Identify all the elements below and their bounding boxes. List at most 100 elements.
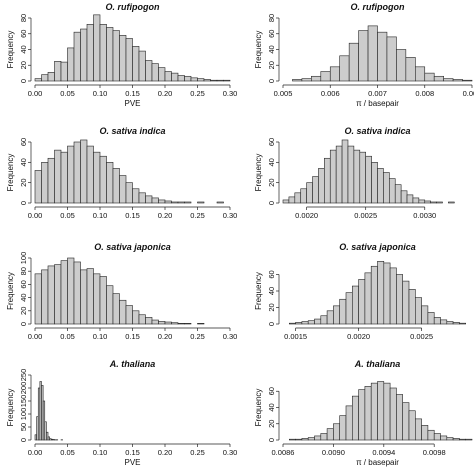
histogram-bar bbox=[406, 57, 415, 81]
histogram-bar bbox=[453, 322, 459, 324]
histogram-bar bbox=[139, 51, 146, 81]
y-tick-label: 40 bbox=[267, 287, 276, 295]
histogram-bar bbox=[453, 79, 462, 81]
x-tick-label: 0.30 bbox=[223, 211, 238, 220]
histogram-bar bbox=[74, 32, 81, 81]
y-tick-label: 40 bbox=[267, 403, 276, 411]
histogram-bar bbox=[152, 198, 159, 203]
histogram-bar bbox=[431, 202, 437, 203]
histogram-bar bbox=[360, 152, 366, 203]
histogram-bar bbox=[165, 322, 172, 324]
histogram-bar bbox=[371, 383, 377, 440]
y-tick-label: 20 bbox=[267, 178, 276, 186]
histogram-bar bbox=[318, 168, 324, 203]
histogram-bar bbox=[359, 31, 368, 81]
x-tick-label: 0.15 bbox=[125, 332, 140, 341]
histogram-bar bbox=[289, 439, 295, 440]
histogram-bar bbox=[120, 300, 127, 324]
histogram-bar bbox=[396, 275, 402, 325]
x-tick-label: 0.10 bbox=[93, 332, 108, 341]
histogram-bar bbox=[428, 430, 434, 440]
x-tick-label: 0.0090 bbox=[322, 448, 345, 457]
histogram-bar bbox=[378, 261, 384, 324]
histogram-bar bbox=[48, 266, 55, 324]
histogram-bar bbox=[352, 396, 358, 440]
histogram-bar bbox=[146, 317, 153, 324]
histogram-bar bbox=[139, 193, 146, 203]
y-axis-label: Frequency bbox=[6, 272, 15, 310]
x-tick-label: 0.0086 bbox=[272, 448, 295, 457]
y-tick-label: 60 bbox=[19, 138, 28, 146]
x-tick-label: 0.0020 bbox=[347, 332, 370, 341]
histogram-bar bbox=[198, 79, 205, 81]
histogram-bar bbox=[48, 158, 55, 203]
histogram-bar bbox=[321, 72, 330, 81]
histogram-bar bbox=[366, 156, 372, 203]
x-tick-label: 0.30 bbox=[223, 89, 238, 98]
histogram-bar bbox=[302, 438, 308, 440]
histogram-bar bbox=[359, 279, 365, 324]
histogram-bar bbox=[348, 146, 354, 203]
histogram-bar bbox=[434, 76, 443, 81]
x-tick-label: 0.00 bbox=[28, 332, 43, 341]
histogram-bar bbox=[378, 168, 384, 203]
histogram-bar bbox=[61, 152, 68, 203]
x-tick-label: 0.25 bbox=[190, 211, 205, 220]
y-tick-label: 60 bbox=[267, 30, 276, 38]
y-axis-label: Frequency bbox=[6, 31, 15, 69]
y-tick-label: 40 bbox=[19, 45, 28, 53]
histogram-bar bbox=[453, 438, 459, 440]
x-tick-label: 0.05 bbox=[60, 211, 75, 220]
histogram-bar bbox=[146, 61, 153, 81]
histogram-bar bbox=[139, 315, 146, 324]
x-tick-label: 0.30 bbox=[223, 448, 238, 457]
histogram-bar bbox=[368, 26, 377, 81]
histogram-bar bbox=[425, 73, 434, 81]
histogram-bar bbox=[292, 79, 301, 81]
histogram-bar bbox=[120, 35, 127, 81]
histogram-bar bbox=[409, 411, 415, 440]
y-tick-label: 0 bbox=[19, 322, 28, 326]
y-tick-label: 20 bbox=[19, 307, 28, 315]
x-tick-label: 0.0025 bbox=[354, 211, 377, 220]
histogram-bar bbox=[100, 156, 107, 203]
histogram-bar bbox=[321, 316, 327, 324]
histogram-bar bbox=[401, 191, 407, 203]
histogram-bar bbox=[333, 306, 339, 324]
histogram-bar bbox=[178, 323, 185, 324]
histogram-bar bbox=[459, 323, 465, 324]
y-tick-label: 80 bbox=[19, 267, 28, 275]
histogram-bar bbox=[447, 438, 453, 440]
histogram-bar bbox=[301, 189, 307, 203]
x-axis-label: π / basepair bbox=[356, 99, 399, 108]
histogram-bar bbox=[407, 195, 413, 203]
x-tick-label: 0.20 bbox=[158, 332, 173, 341]
histogram-bar bbox=[198, 323, 205, 324]
histogram-bar bbox=[283, 200, 289, 203]
x-tick-label: 0.005 bbox=[274, 89, 293, 98]
y-tick-label: 0 bbox=[19, 201, 28, 205]
x-tick-label: 0.008 bbox=[415, 89, 434, 98]
x-tick-label: 0.15 bbox=[125, 211, 140, 220]
x-tick-label: 0.0020 bbox=[295, 211, 318, 220]
x-tick-label: 0.30 bbox=[223, 332, 238, 341]
histogram-bar bbox=[349, 43, 358, 81]
histogram-bar bbox=[384, 263, 390, 324]
histogram-bar bbox=[419, 200, 425, 203]
histogram-bar bbox=[327, 311, 333, 324]
histogram-bar bbox=[308, 321, 314, 324]
y-axis-label: Frequency bbox=[6, 154, 15, 192]
histogram-bar bbox=[330, 150, 336, 203]
histogram-bar bbox=[448, 202, 454, 203]
histogram-bar bbox=[48, 72, 55, 81]
x-axis-label: π / basepair bbox=[356, 458, 399, 467]
histogram-bar bbox=[178, 75, 185, 81]
histogram-bar bbox=[409, 289, 415, 324]
y-tick-label: 50 bbox=[19, 423, 28, 431]
x-tick-label: 0.05 bbox=[60, 332, 75, 341]
histogram-bar bbox=[296, 439, 302, 440]
histogram-bar bbox=[315, 436, 321, 440]
x-tick-label: 0.006 bbox=[321, 89, 340, 98]
